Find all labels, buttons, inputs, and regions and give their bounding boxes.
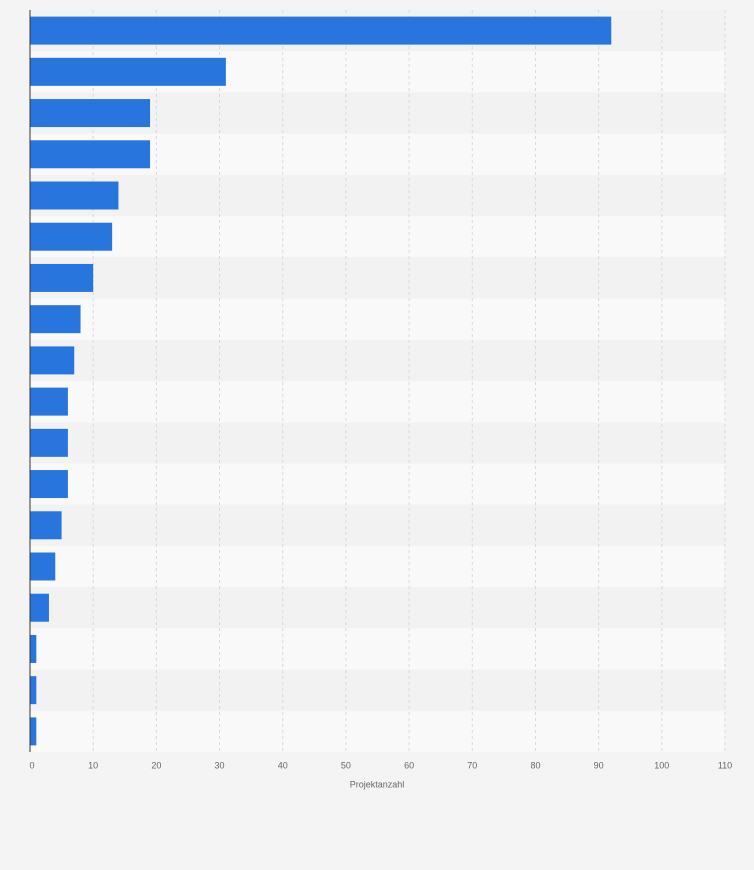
row-band: [30, 710, 725, 752]
x-tick-label: 80: [530, 760, 540, 770]
x-tick-label: 90: [594, 760, 604, 770]
row-band: [30, 422, 725, 464]
row-band: [30, 298, 725, 340]
x-tick-label: 30: [215, 760, 225, 770]
row-band: [30, 669, 725, 711]
row-band: [30, 381, 725, 423]
bar: [30, 346, 75, 375]
bar: [30, 470, 68, 499]
bar: [30, 99, 151, 128]
x-tick-label: 60: [404, 760, 414, 770]
x-tick-label: 70: [467, 760, 477, 770]
x-tick-label: 50: [341, 760, 351, 770]
bar: [30, 634, 37, 663]
bar: [30, 552, 56, 581]
row-band: [30, 174, 725, 217]
row-band: [30, 463, 725, 505]
x-tick-label: 0: [29, 760, 34, 770]
row-band: [30, 216, 725, 258]
x-tick-label: 20: [151, 760, 161, 770]
row-band: [30, 628, 725, 670]
x-tick-label: 100: [654, 760, 669, 770]
x-tick-label: 40: [278, 760, 288, 770]
bar: [30, 511, 62, 540]
bar: [30, 305, 81, 334]
row-band: [30, 545, 725, 588]
bar: [30, 387, 68, 416]
row-band: [30, 504, 725, 546]
bar: [30, 676, 37, 705]
bar: [30, 593, 49, 622]
x-axis-label: Projektanzahl: [350, 779, 405, 789]
row-band: [30, 339, 725, 381]
bar: [30, 181, 119, 210]
bar: [30, 16, 612, 45]
bar: [30, 57, 226, 86]
x-tick-label: 110: [718, 760, 732, 770]
bar: [30, 222, 113, 251]
row-band: [30, 587, 725, 629]
row-band: [30, 257, 725, 299]
bar: [30, 717, 37, 746]
bar: [30, 263, 94, 292]
bar: [30, 140, 151, 169]
x-tick-label: 10: [88, 760, 98, 770]
bar: [30, 428, 68, 457]
